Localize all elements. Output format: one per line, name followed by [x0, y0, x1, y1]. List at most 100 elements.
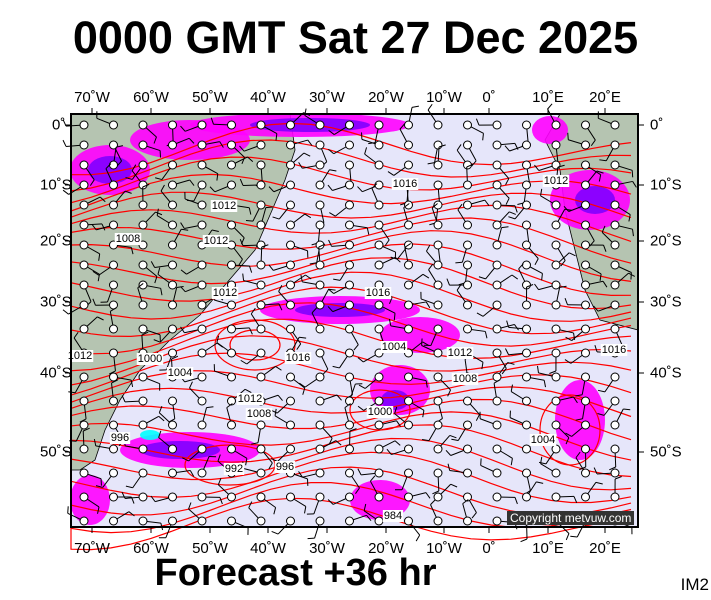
station-circle	[315, 468, 325, 478]
station-circle	[433, 516, 443, 526]
station-circle	[197, 420, 207, 430]
station-circle	[168, 468, 177, 478]
station-circle	[286, 200, 295, 210]
station-circle	[492, 516, 502, 526]
station-circle	[168, 324, 177, 334]
wind-barb-feather	[268, 462, 273, 470]
longitude-label: 20˚E	[589, 540, 621, 557]
wind-barb-feather	[299, 382, 306, 388]
isobar-label-bg	[364, 287, 392, 299]
station-circle	[581, 492, 590, 502]
station-circle	[463, 220, 472, 230]
station-circle	[109, 324, 118, 334]
wind-barb-feather	[248, 265, 253, 273]
wind-barb-feather	[601, 225, 606, 233]
isobar-label-bg	[380, 341, 408, 353]
wind-barb-feather	[327, 306, 334, 312]
longitude-label: 10˚E	[532, 540, 564, 557]
wind-barb-feather	[300, 274, 303, 282]
longitude-label: 0˚	[482, 540, 496, 557]
wind-barb-feather	[445, 449, 452, 456]
wind-barb-feather	[357, 405, 364, 411]
station-circle	[315, 260, 325, 270]
station-circle	[522, 160, 531, 170]
station-circle	[256, 160, 266, 170]
station-circle	[551, 396, 561, 406]
station-circle	[79, 492, 89, 502]
wind-barb-feather	[575, 451, 581, 459]
wind-barb-feather	[415, 534, 421, 542]
wind-barb-feather	[155, 211, 163, 216]
wind-barb-feather	[541, 273, 543, 281]
station-circle	[227, 260, 236, 270]
longitude-label: 60˚W	[133, 540, 169, 557]
wind-barb-feather	[422, 341, 429, 346]
station-circle	[433, 324, 443, 334]
station-circle	[551, 220, 561, 230]
station-circle	[463, 240, 472, 250]
station-circle	[345, 468, 354, 478]
station-circle	[109, 140, 118, 150]
wind-barb-feather	[239, 178, 244, 186]
wind-barb-feather	[565, 533, 570, 541]
station-circle	[79, 468, 89, 478]
wind-barb-feather	[92, 270, 99, 276]
wind-barb-feather	[427, 162, 435, 165]
wind-barb-feather	[363, 503, 367, 511]
station-circle	[433, 396, 443, 406]
station-circle	[138, 372, 148, 382]
wind-barb-feather	[142, 183, 150, 188]
wind-barb-feather	[335, 440, 342, 446]
station-circle	[433, 180, 443, 190]
station-circle	[315, 372, 325, 382]
wind-barb-feather	[110, 307, 117, 312]
longitude-label: 30˚W	[309, 89, 345, 106]
wind-barb-feather	[614, 476, 622, 480]
isobar-label-bg	[66, 350, 94, 362]
wind-barb-feather	[180, 286, 186, 293]
wind-barb-feather	[447, 389, 452, 397]
station-circle	[551, 444, 561, 454]
wind-barb-feather	[206, 406, 214, 409]
station-circle	[492, 260, 502, 270]
wind-barb-feather	[189, 470, 195, 477]
isobar-label-bg	[446, 347, 474, 359]
station-circle	[286, 260, 295, 270]
station-circle	[109, 396, 118, 406]
wind-barb-feather	[534, 283, 540, 290]
latitude-label: 0˚	[52, 116, 66, 134]
wind-barb-feather	[92, 298, 96, 306]
wind-barb-feather	[245, 219, 254, 222]
wind-barb-feather	[105, 163, 112, 170]
wind-barb-feather	[121, 491, 126, 499]
station-circle	[581, 468, 590, 478]
wind-barb-feather	[559, 285, 567, 288]
isobar-label-bg	[211, 287, 239, 299]
station-circle	[610, 492, 620, 502]
wind-barb-feather	[438, 144, 446, 148]
isobar	[70, 398, 632, 441]
wind-barb-feather	[327, 499, 334, 505]
wind-barb-feather	[344, 403, 351, 409]
wind-barb-feather	[328, 129, 335, 135]
station-circle	[315, 180, 325, 190]
station-circle	[286, 324, 295, 334]
wind-barb-feather	[394, 440, 401, 446]
wind-barb-feather	[504, 145, 510, 152]
station-circle	[197, 160, 207, 170]
station-circle	[227, 300, 236, 310]
station-circle	[79, 240, 89, 250]
wind-barb-feather	[268, 186, 275, 193]
wind-barb-feather	[274, 408, 277, 416]
wind-barb-feather	[98, 253, 101, 261]
wind-barb-feather	[564, 298, 568, 305]
station-circle	[315, 444, 325, 454]
wind-barb-feather	[422, 273, 430, 279]
station-circle	[374, 420, 384, 430]
station-circle	[492, 396, 502, 406]
isobar-label-bg	[202, 235, 230, 247]
isobar-label-bg	[274, 461, 296, 473]
wind-barb-feather	[79, 418, 87, 423]
wind-barb-feather	[425, 492, 431, 499]
wind-barb-feather	[457, 203, 463, 211]
